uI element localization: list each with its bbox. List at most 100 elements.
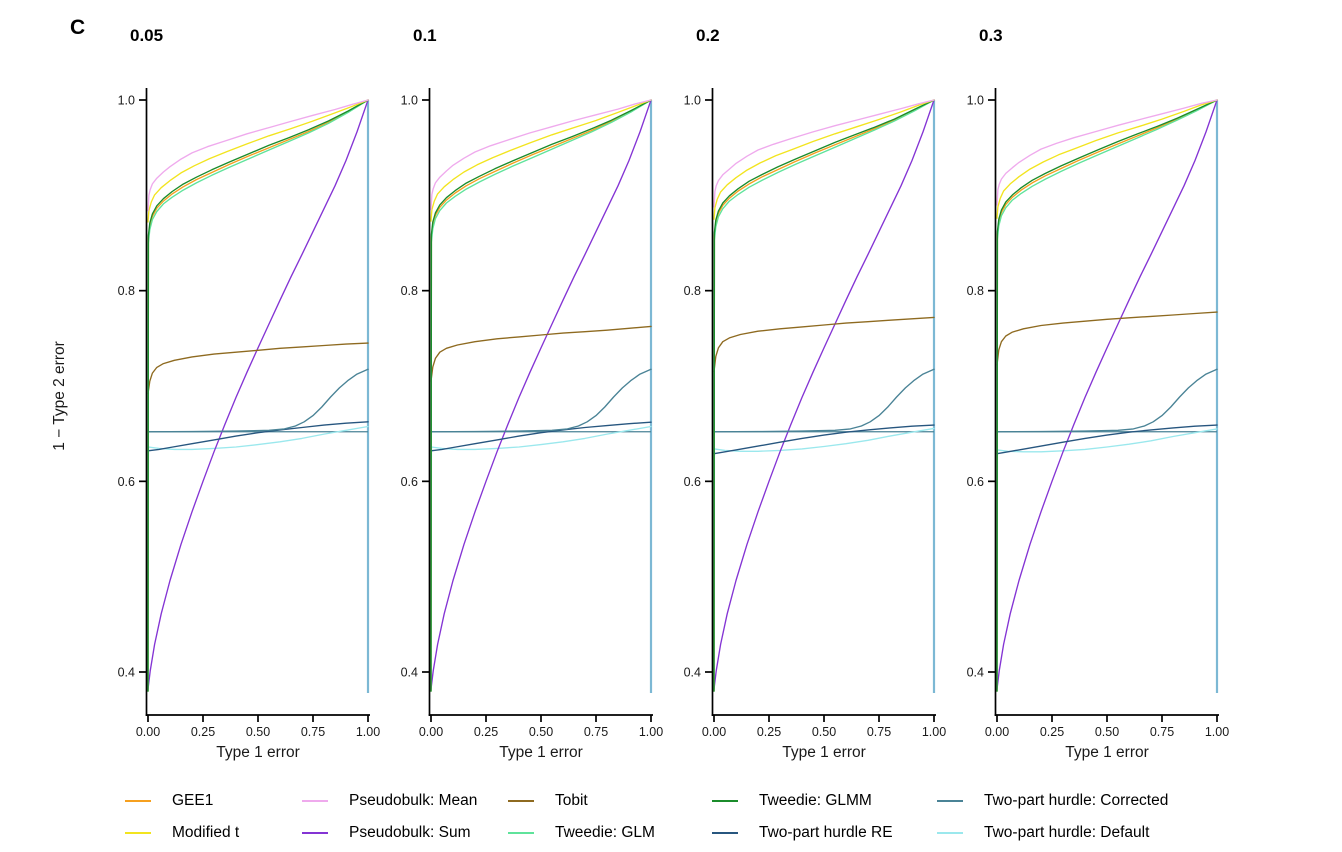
- x-axis-title: Type 1 error: [1065, 744, 1149, 761]
- curve-pseudobulk-mean: [147, 99, 369, 212]
- legend-item-tweedie-glm: Tweedie: GLM: [508, 823, 655, 843]
- curve-pseudobulk-sum: [147, 99, 369, 690]
- y-tick-label: 0.6: [401, 475, 418, 489]
- curve-tobit: [996, 311, 1218, 366]
- curve-two-part-hurdle-re: [430, 421, 652, 452]
- legend-item-modified-t: Modified t: [125, 823, 239, 843]
- legend-key-line: [508, 800, 534, 802]
- subplot-title: 0.2: [696, 26, 720, 45]
- y-tick-label: 0.8: [967, 284, 984, 298]
- panel-letter: C: [70, 16, 86, 39]
- x-axis-title: Type 1 error: [782, 744, 866, 761]
- legend-label: Pseudobulk: Sum: [349, 824, 471, 841]
- x-tick-label: 0.00: [985, 725, 1009, 739]
- x-axis-title: Type 1 error: [216, 744, 300, 761]
- curve-pseudobulk-mean: [713, 99, 935, 208]
- curve-two-part-hurdle-re: [996, 424, 1218, 455]
- curve-modified-t: [996, 99, 1218, 219]
- curve-two-part-hurdle-corrected: [147, 368, 369, 433]
- x-tick-label: 1.00: [356, 725, 380, 739]
- curve-tweedie-glm: [713, 99, 935, 692]
- y-tick-label: 1.0: [967, 94, 984, 108]
- curve-two-part-hurdle-re: [147, 421, 369, 452]
- legend-label: Two-part hurdle: Corrected: [984, 792, 1169, 809]
- legend-label: Pseudobulk: Mean: [349, 792, 478, 809]
- legend-item-tweedie-glmm: Tweedie: GLMM: [712, 791, 872, 811]
- curve-tobit: [713, 316, 935, 373]
- legend-key-line: [712, 800, 738, 802]
- y-tick-label: 1.0: [118, 94, 135, 108]
- x-tick-label: 0.25: [757, 725, 781, 739]
- x-tick-label: 0.25: [1040, 725, 1064, 739]
- curve-two-part-hurdle-corrected: [996, 368, 1218, 433]
- x-tick-label: 0.75: [301, 725, 325, 739]
- curve-two-part-hurdle-re: [713, 424, 935, 455]
- curve-tobit: [430, 325, 652, 382]
- legend-label: Two-part hurdle RE: [759, 824, 893, 841]
- curve-two-part-hurdle-default: [147, 425, 369, 692]
- curve-tobit: [147, 342, 369, 395]
- subplot-0.05: 1.0 0.8 0.6 0.4 0.00 0.25 0.50 0.75 1.00 0.05 Type…: [118, 26, 381, 761]
- curve-gee1: [996, 99, 1218, 692]
- curve-pseudobulk-mean: [430, 99, 652, 211]
- curve-pseudobulk-sum: [430, 99, 652, 690]
- curve-gee1: [147, 99, 369, 692]
- subplot-title: 0.05: [130, 26, 163, 45]
- y-tick-label: 0.4: [684, 666, 701, 680]
- y-tick-label: 0.4: [967, 666, 984, 680]
- subplot-0.2: 1.0 0.8 0.6 0.4 0.00 0.25 0.50 0.75 1.00 0.2 Type …: [684, 26, 947, 761]
- x-tick-label: 1.00: [639, 725, 663, 739]
- curve-modified-t: [147, 99, 369, 223]
- curve-two-part-hurdle-default: [430, 425, 652, 692]
- legend-key-line: [508, 832, 534, 834]
- subplot-0.3: 1.0 0.8 0.6 0.4 0.00 0.25 0.50 0.75 1.00 0.3 Type …: [967, 26, 1230, 761]
- curve-tweedie-glmm: [147, 99, 369, 692]
- curve-tweedie-glm: [147, 99, 369, 692]
- legend-item-two-part-hurdle-default: Two-part hurdle: Default: [937, 823, 1149, 843]
- legend-item-pseudobulk-sum: Pseudobulk: Sum: [302, 823, 471, 843]
- subplot-0.1: 1.0 0.8 0.6 0.4 0.00 0.25 0.50 0.75 1.00 0.1 Type …: [401, 26, 664, 761]
- x-tick-label: 0.75: [1150, 725, 1174, 739]
- x-tick-label: 0.50: [246, 725, 270, 739]
- x-tick-label: 0.50: [812, 725, 836, 739]
- curve-pseudobulk-sum: [996, 99, 1218, 690]
- x-tick-label: 1.00: [922, 725, 946, 739]
- curve-tweedie-glmm: [996, 99, 1218, 692]
- curve-tweedie-glmm: [713, 99, 935, 692]
- curve-tweedie-glm: [996, 99, 1218, 692]
- curve-modified-t: [430, 99, 652, 222]
- x-tick-label: 0.75: [584, 725, 608, 739]
- curve-pseudobulk-mean: [996, 99, 1218, 206]
- legend-item-pseudobulk-mean: Pseudobulk: Mean: [302, 791, 477, 811]
- y-tick-label: 0.8: [118, 284, 135, 298]
- legend-label: Tweedie: GLMM: [759, 792, 872, 809]
- legend-key-line: [937, 800, 963, 802]
- y-tick-label: 1.0: [401, 94, 418, 108]
- x-tick-label: 0.75: [867, 725, 891, 739]
- x-tick-label: 0.00: [419, 725, 443, 739]
- subplot-title: 0.3: [979, 26, 1003, 45]
- legend-key-line: [937, 832, 963, 834]
- legend-label: Modified t: [172, 824, 240, 841]
- x-tick-label: 0.25: [191, 725, 215, 739]
- y-tick-label: 0.8: [684, 284, 701, 298]
- legend-label: Two-part hurdle: Default: [984, 824, 1150, 841]
- y-tick-label: 0.6: [684, 475, 701, 489]
- legend-key-line: [302, 832, 328, 834]
- y-tick-label: 0.6: [118, 475, 135, 489]
- y-tick-label: 1.0: [684, 94, 701, 108]
- x-tick-label: 1.00: [1205, 725, 1229, 739]
- legend-key-line: [125, 800, 151, 802]
- y-tick-label: 0.6: [967, 475, 984, 489]
- curve-two-part-hurdle-corrected: [713, 368, 935, 433]
- legend-item-gee1: GEE1: [125, 791, 213, 811]
- curve-tweedie-glmm: [430, 99, 652, 692]
- legend-key-line: [712, 832, 738, 834]
- y-tick-label: 0.4: [118, 666, 135, 680]
- x-axis-title: Type 1 error: [499, 744, 583, 761]
- legend-key-line: [125, 832, 151, 834]
- y-tick-label: 0.4: [401, 666, 418, 680]
- curve-gee1: [430, 99, 652, 692]
